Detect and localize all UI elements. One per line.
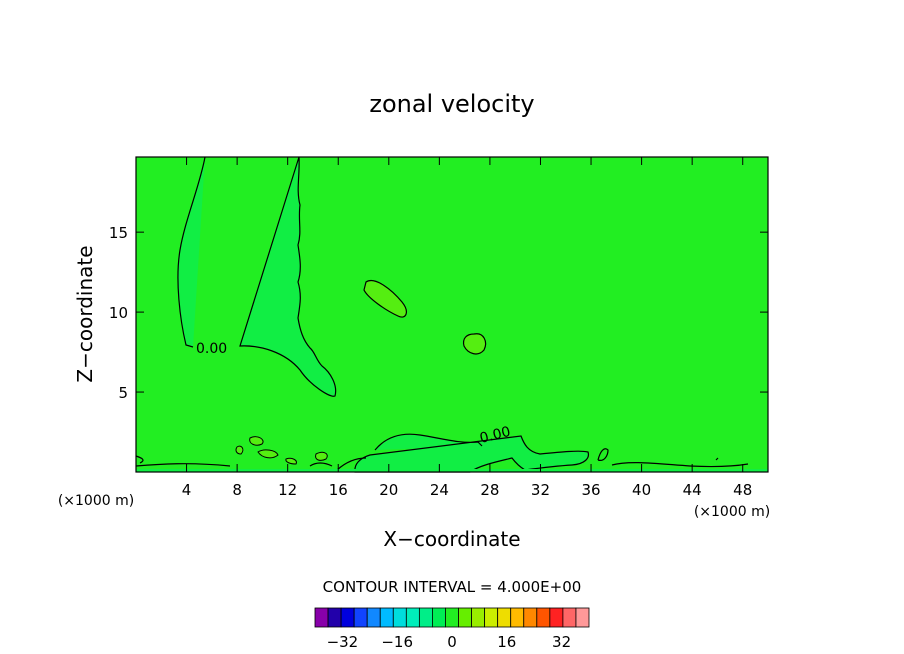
plot-frame — [135, 156, 769, 473]
x-tick-label: 12 — [278, 481, 297, 499]
colorbar-swatch — [418, 607, 433, 628]
x-tick-label: 24 — [430, 481, 449, 499]
colorbar-swatch — [405, 607, 420, 628]
colorbar-swatch — [562, 607, 577, 628]
x-axis-label: X−coordinate — [383, 527, 520, 551]
contour-region-negative-west — [177, 156, 337, 397]
colorbar-swatch — [327, 607, 342, 628]
plot-area: 0.00 0.00 — [135, 156, 769, 473]
colorbar-swatch — [353, 607, 368, 628]
colorbar-tick-label: −16 — [381, 633, 413, 651]
y-tick-label: 15 — [109, 224, 128, 242]
x-axis: 4 8 12 16 20 24 28 32 36 40 44 48 — [182, 157, 752, 499]
colorbar-swatch — [471, 607, 486, 628]
colorbar-tick-label: 32 — [552, 633, 571, 651]
contour-label: 0.00 — [478, 424, 512, 447]
contour-interval-text: CONTOUR INTERVAL = 4.000E+00 — [323, 578, 582, 596]
colorbar-swatch — [510, 607, 525, 628]
chart-title: zonal velocity — [369, 90, 534, 118]
contour-bottom-line — [135, 448, 749, 471]
contour-label: 0.00 — [196, 341, 227, 357]
plot-background — [136, 157, 768, 472]
bottom-band — [136, 469, 768, 472]
x-tick-label: 44 — [683, 481, 702, 499]
x-unit-right: (×1000 m) — [694, 504, 770, 520]
colorbar-tick-label: 0 — [447, 633, 457, 651]
colorbar-swatch — [445, 607, 459, 628]
colorbar-swatch — [484, 607, 499, 628]
x-tick-label: 16 — [329, 481, 348, 499]
x-tick-label: 48 — [733, 481, 752, 499]
colorbar-swatch — [314, 607, 329, 628]
x-tick-label: 28 — [480, 481, 499, 499]
colorbar-swatch — [536, 607, 551, 628]
colorbar-swatch — [340, 607, 355, 628]
x-unit-left: (×1000 m) — [58, 493, 134, 509]
colorbar-swatch — [458, 607, 472, 628]
x-tick-label: 40 — [632, 481, 651, 499]
colorbar-swatch — [575, 607, 590, 628]
colorbar-ticks: −32 −16 0 16 32 — [327, 633, 572, 651]
colorbar — [314, 607, 590, 628]
contour-region-positive-ellipse — [363, 280, 407, 318]
contour-region-positive-circle — [462, 333, 487, 355]
x-tick-label: 4 — [182, 481, 192, 499]
colorbar-swatch — [432, 607, 446, 628]
colorbar-tick-label: −32 — [327, 633, 359, 651]
y-tick-label: 10 — [109, 304, 128, 322]
colorbar-swatch — [523, 607, 538, 628]
colorbar-tick-label: 16 — [497, 633, 516, 651]
x-tick-label: 8 — [232, 481, 242, 499]
y-axis-label: Z−coordinate — [73, 245, 97, 382]
colorbar-swatch — [497, 607, 512, 628]
colorbar-swatch — [392, 607, 407, 628]
colorbar-swatch — [366, 607, 381, 628]
x-tick-label: 20 — [379, 481, 398, 499]
colorbar-swatch — [379, 607, 394, 628]
x-tick-label: 32 — [531, 481, 550, 499]
x-tick-label: 36 — [581, 481, 600, 499]
y-tick-label: 5 — [118, 384, 128, 402]
contour-bottom-fragments — [235, 436, 328, 465]
colorbar-swatch — [549, 607, 564, 628]
y-axis: 5 10 15 — [109, 224, 768, 402]
